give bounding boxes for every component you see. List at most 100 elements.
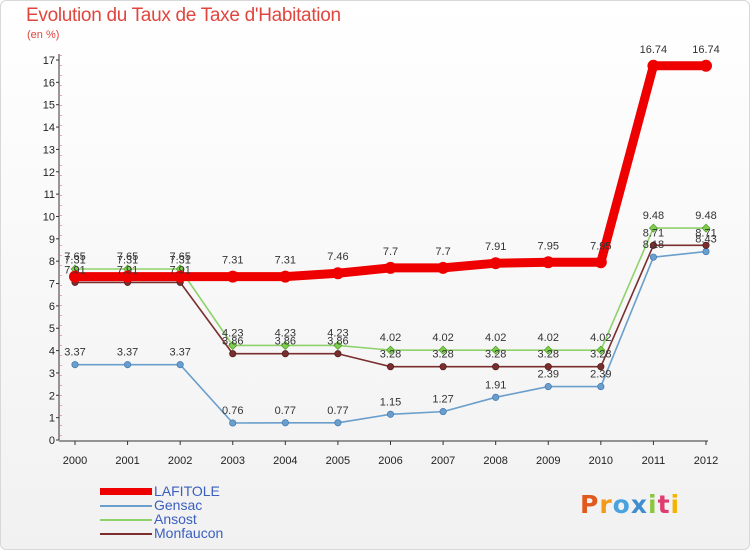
- data-point: [226, 270, 239, 283]
- data-point: [702, 248, 710, 256]
- data-point: [544, 383, 552, 391]
- data-point: [649, 241, 657, 249]
- data-point: [438, 345, 448, 355]
- data-point: [334, 419, 342, 427]
- data-point: [69, 270, 81, 283]
- data-point: [701, 223, 711, 233]
- data-label: 0.77: [275, 405, 296, 417]
- data-label: 4.02: [538, 332, 559, 344]
- data-label: 9.48: [643, 210, 664, 222]
- logo-letter: r: [599, 490, 613, 519]
- data-label: 8.71: [643, 227, 664, 239]
- y-tick-label: 2: [49, 390, 55, 402]
- y-tick-label: 8: [49, 256, 55, 268]
- data-label: 7.65: [117, 251, 138, 263]
- data-point: [281, 419, 289, 427]
- data-label: 7.91: [64, 264, 85, 276]
- y-tick-label: 0: [49, 435, 55, 447]
- data-point: [437, 261, 450, 274]
- data-point: [386, 410, 395, 418]
- legend-swatch: [100, 505, 152, 507]
- x-tick-label: 2002: [168, 455, 192, 467]
- x-tick-label: 2000: [63, 455, 87, 467]
- data-label: 3.86: [327, 336, 348, 348]
- data-point: [597, 383, 605, 391]
- data-label: 2.39: [538, 369, 559, 381]
- data-label: 8.18: [643, 239, 664, 251]
- data-label: 2.39: [590, 369, 611, 381]
- y-tick-label: 6: [49, 301, 55, 313]
- legend-label: LAFITOLE: [154, 483, 220, 499]
- series-layer: [69, 59, 712, 427]
- data-label: 3.28: [432, 349, 453, 361]
- legend-label: Monfaucon: [154, 525, 224, 541]
- data-label: 7.31: [169, 255, 190, 267]
- data-label: 7.95: [538, 240, 559, 252]
- data-point: [596, 345, 606, 355]
- data-label: 9.48: [695, 210, 716, 222]
- data-label: 4.02: [432, 332, 453, 344]
- data-point: [176, 361, 184, 369]
- data-label: 0.76: [222, 405, 243, 417]
- data-point: [700, 59, 712, 72]
- data-point: [649, 253, 657, 261]
- data-label: 0.77: [327, 405, 348, 417]
- data-point: [386, 363, 395, 371]
- logo-letter: i: [670, 490, 681, 519]
- data-label: 4.23: [222, 327, 243, 339]
- data-label: 7.65: [64, 251, 85, 263]
- x-tick-label: 2006: [378, 455, 402, 467]
- data-point: [124, 361, 132, 369]
- y-tick-label: 14: [43, 122, 55, 134]
- x-tick-label: 2003: [221, 455, 245, 467]
- logo-letter: t: [657, 490, 671, 519]
- data-label: 4.02: [485, 332, 506, 344]
- data-point: [386, 345, 395, 355]
- data-point: [439, 363, 447, 371]
- data-label: 1.27: [432, 394, 453, 406]
- x-tick-label: 2011: [642, 455, 666, 467]
- data-label: 3.28: [590, 349, 611, 361]
- data-point: [384, 261, 397, 274]
- data-point: [280, 340, 290, 350]
- data-label: 7.31: [275, 255, 296, 267]
- data-point: [228, 340, 238, 350]
- x-tick-label: 2007: [431, 455, 455, 467]
- y-tick-label: 15: [43, 100, 55, 112]
- data-point: [647, 59, 660, 72]
- data-label: 3.28: [538, 349, 559, 361]
- data-label: 7.65: [169, 251, 190, 263]
- data-point: [492, 393, 500, 401]
- data-label: 7.91: [169, 264, 190, 276]
- data-point: [71, 361, 79, 369]
- legend-label: Gensac: [154, 497, 203, 513]
- x-tick-label: 2012: [694, 455, 718, 467]
- data-label: 1.91: [485, 379, 506, 391]
- data-label: 7.31: [222, 255, 243, 267]
- data-label: 4.23: [275, 327, 296, 339]
- data-label: 3.28: [380, 349, 401, 361]
- data-point: [229, 419, 237, 427]
- data-label: 1.15: [380, 396, 401, 408]
- data-point: [702, 241, 710, 249]
- data-point: [543, 345, 553, 355]
- logo-letter: P: [580, 490, 600, 519]
- data-label: 7.95: [590, 240, 611, 252]
- legend-swatch: [100, 519, 152, 521]
- logo-letter: x: [630, 490, 648, 519]
- y-tick-label: 13: [43, 144, 55, 156]
- data-label: 7.31: [64, 255, 85, 267]
- data-labels: 3.37 3.37 3.37 0.76 0.77 0.77 1.15 1.27 1.91 2.39…: [64, 44, 719, 417]
- series-lafitole: [69, 59, 712, 283]
- logo-letter: i: [648, 490, 658, 519]
- data-label: 3.28: [485, 349, 506, 361]
- data-point: [491, 345, 501, 355]
- data-label: 7.7: [435, 246, 450, 258]
- series-gensac: [71, 248, 710, 427]
- chart-unit: (en %): [27, 29, 60, 41]
- legend-label: Ansost: [154, 511, 197, 527]
- data-label: 4.02: [590, 332, 611, 344]
- data-point: [334, 350, 342, 358]
